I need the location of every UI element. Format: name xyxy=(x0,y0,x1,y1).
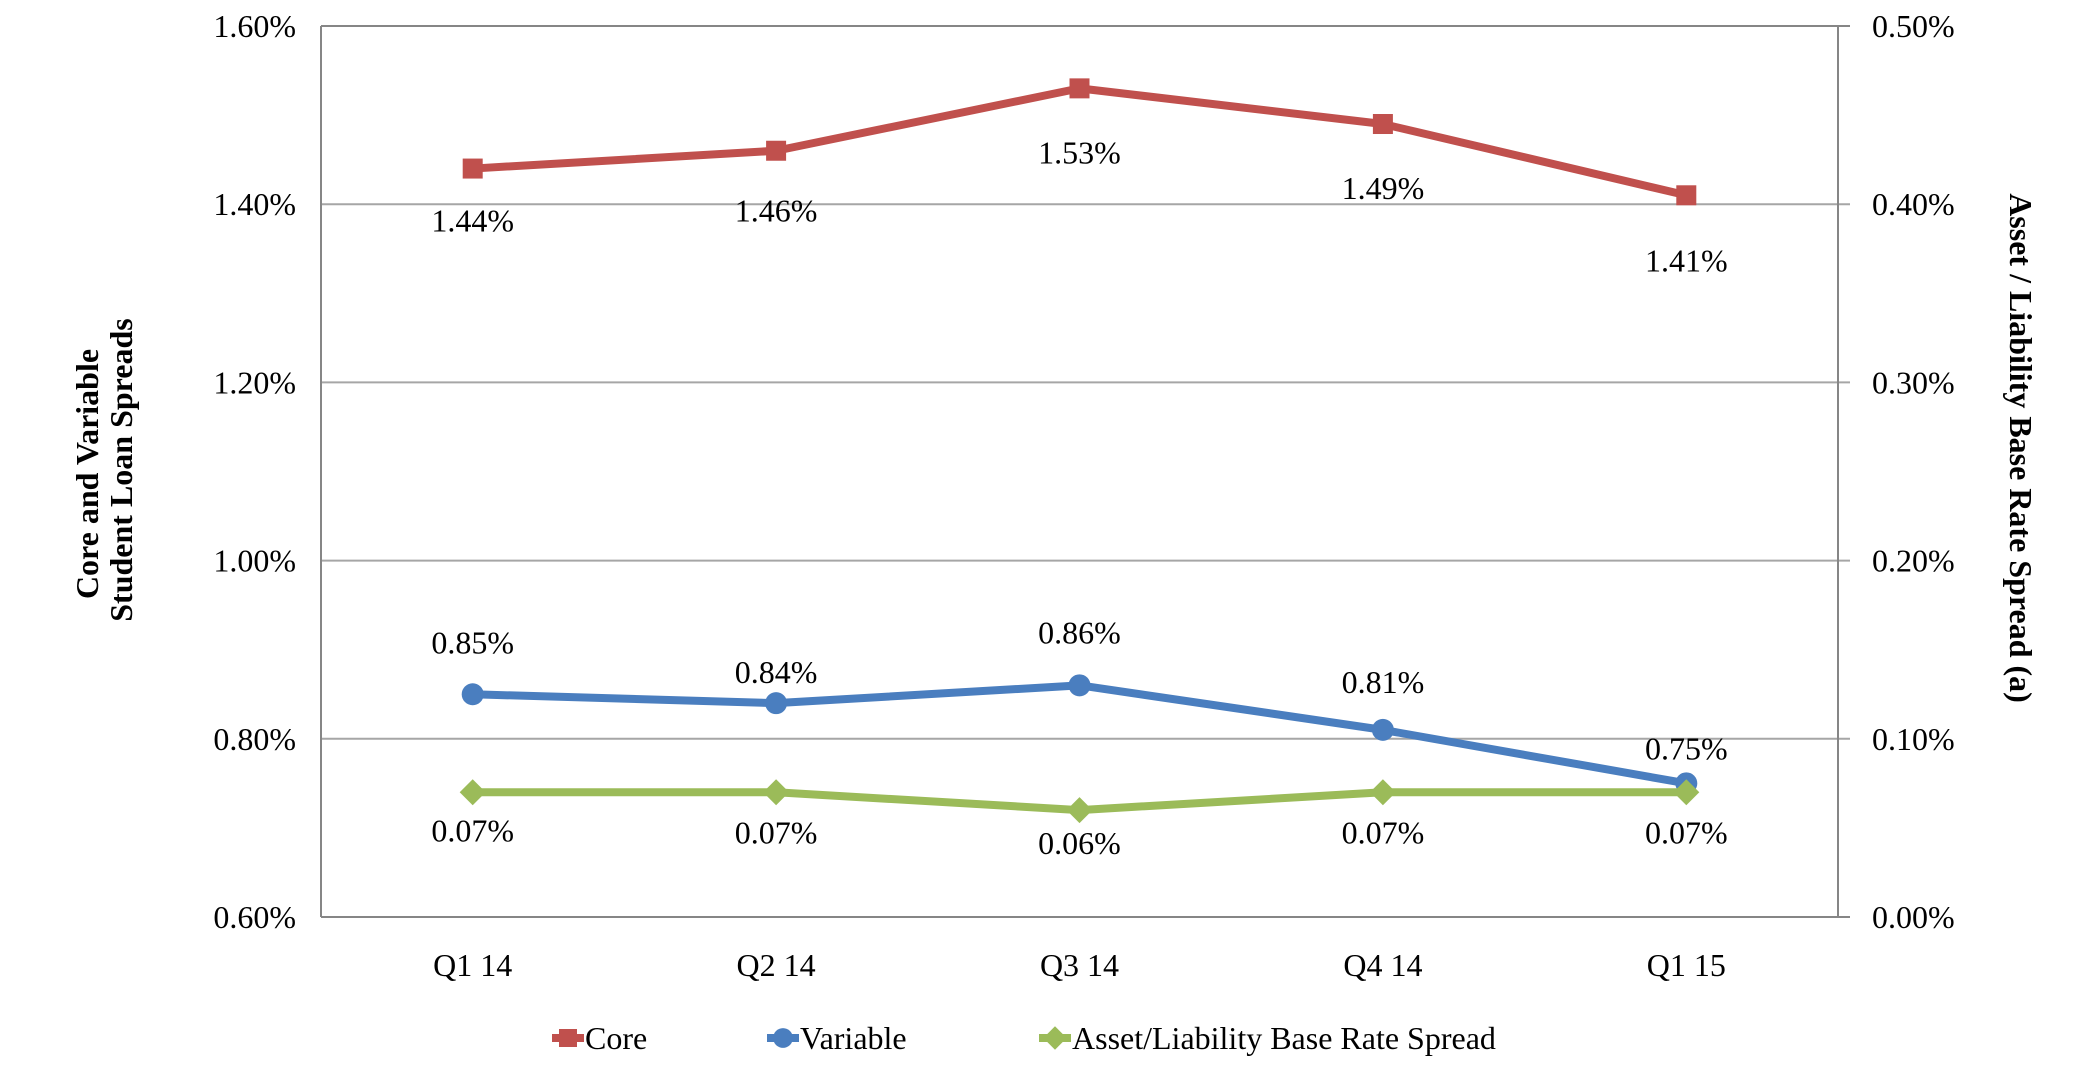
series-group xyxy=(459,78,1700,824)
left-y-tick-label: 1.20% xyxy=(213,364,296,400)
legend-marker-variable xyxy=(773,1028,793,1048)
left-y-axis-title-line-1: Core and Variable xyxy=(69,349,105,599)
right-y-axis-title: Asset / Liability Base Rate Spread (a) xyxy=(2003,193,2039,703)
data-point-asset-liability-base-rate-spread xyxy=(459,779,486,806)
legend-marker-asset-liability-base-rate-spread xyxy=(1043,1026,1067,1050)
right-y-tick-label: 0.40% xyxy=(1872,186,1955,222)
data-point-variable xyxy=(1371,718,1394,741)
series-line-variable xyxy=(472,681,1687,788)
data-point-core xyxy=(1069,78,1090,99)
data-label-asset-liability-base-rate-spread: 0.07% xyxy=(431,812,514,848)
data-point-core xyxy=(766,140,787,161)
data-label-core: 1.41% xyxy=(1645,242,1728,278)
data-label-variable: 0.86% xyxy=(1038,614,1121,650)
data-label-asset-liability-base-rate-spread: 0.07% xyxy=(1645,814,1728,850)
right-y-tick-label: 0.10% xyxy=(1872,721,1955,757)
data-point-core xyxy=(462,158,483,179)
data-point-asset-liability-base-rate-spread xyxy=(1369,779,1396,806)
data-label-variable: 0.84% xyxy=(735,654,818,690)
right-y-tick-label: 0.00% xyxy=(1872,899,1955,935)
left-y-axis-title-line-2: Student Loan Spreads xyxy=(103,318,139,622)
data-point-core xyxy=(1372,114,1393,135)
x-tick-label: Q2 14 xyxy=(737,947,816,983)
data-point-variable xyxy=(1068,674,1091,697)
data-label-asset-liability-base-rate-spread: 0.06% xyxy=(1038,825,1121,861)
data-point-variable xyxy=(765,692,788,715)
left-y-tick-labels: 0.60% 0.80% 1.00% 1.20% 1.40% 1.60% xyxy=(213,8,296,935)
legend-item-core: Core xyxy=(552,1020,647,1056)
right-y-tick-label: 0.30% xyxy=(1872,364,1955,400)
data-labels: 1.44% 1.46% 1.53% 1.49% 1.41% 0.85% 0.84% 0.86%… xyxy=(431,134,1727,861)
left-y-tick-label: 1.00% xyxy=(213,543,296,579)
data-label-asset-liability-base-rate-spread: 0.07% xyxy=(1342,814,1425,850)
data-label-core: 1.53% xyxy=(1038,134,1121,170)
data-point-core xyxy=(1676,185,1697,206)
left-y-axis-title: Core and Variable Student Loan Spreads xyxy=(69,318,139,622)
right-y-tick-label: 0.20% xyxy=(1872,543,1955,579)
x-tick-label: Q1 15 xyxy=(1647,947,1726,983)
left-y-tick-label: 1.40% xyxy=(213,186,296,222)
legend-marker-core xyxy=(559,1029,577,1047)
data-point-variable xyxy=(461,683,484,706)
right-y-tick-labels: 0.00% 0.10% 0.20% 0.30% 0.40% 0.50% xyxy=(1872,8,1955,935)
x-tick-label: Q3 14 xyxy=(1040,947,1119,983)
x-tick-label: Q1 14 xyxy=(433,947,512,983)
data-label-variable: 0.81% xyxy=(1342,664,1425,700)
legend-item-asset-liability-base-rate-spread: Asset/Liability Base Rate Spread xyxy=(1039,1020,1496,1056)
data-point-asset-liability-base-rate-spread xyxy=(763,779,790,806)
legend: Core Variable Asset/Liability Base Rate Sp… xyxy=(552,1020,1496,1056)
left-y-tick-label: 1.60% xyxy=(213,8,296,44)
data-label-core: 1.46% xyxy=(735,193,818,229)
data-label-variable: 0.75% xyxy=(1645,730,1728,766)
right-y-tick-label: 0.50% xyxy=(1872,8,1955,44)
legend-item-variable: Variable xyxy=(767,1020,907,1056)
data-label-core: 1.49% xyxy=(1342,170,1425,206)
legend-label-variable: Variable xyxy=(800,1020,907,1056)
data-point-asset-liability-base-rate-spread xyxy=(1066,797,1093,824)
data-point-asset-liability-base-rate-spread xyxy=(1673,779,1700,806)
data-label-core: 1.44% xyxy=(431,203,514,239)
data-label-variable: 0.85% xyxy=(431,624,514,660)
legend-label-core: Core xyxy=(585,1020,647,1056)
left-y-tick-label: 0.80% xyxy=(213,721,296,757)
data-label-asset-liability-base-rate-spread: 0.07% xyxy=(735,814,818,850)
x-tick-label: Q4 14 xyxy=(1343,947,1422,983)
x-tick-labels: Q1 14 Q2 14 Q3 14 Q4 14 Q1 15 xyxy=(433,947,1726,983)
legend-label-asset-liability-base-rate-spread: Asset/Liability Base Rate Spread xyxy=(1072,1020,1496,1056)
axes xyxy=(320,25,1850,918)
left-y-tick-label: 0.60% xyxy=(213,899,296,935)
